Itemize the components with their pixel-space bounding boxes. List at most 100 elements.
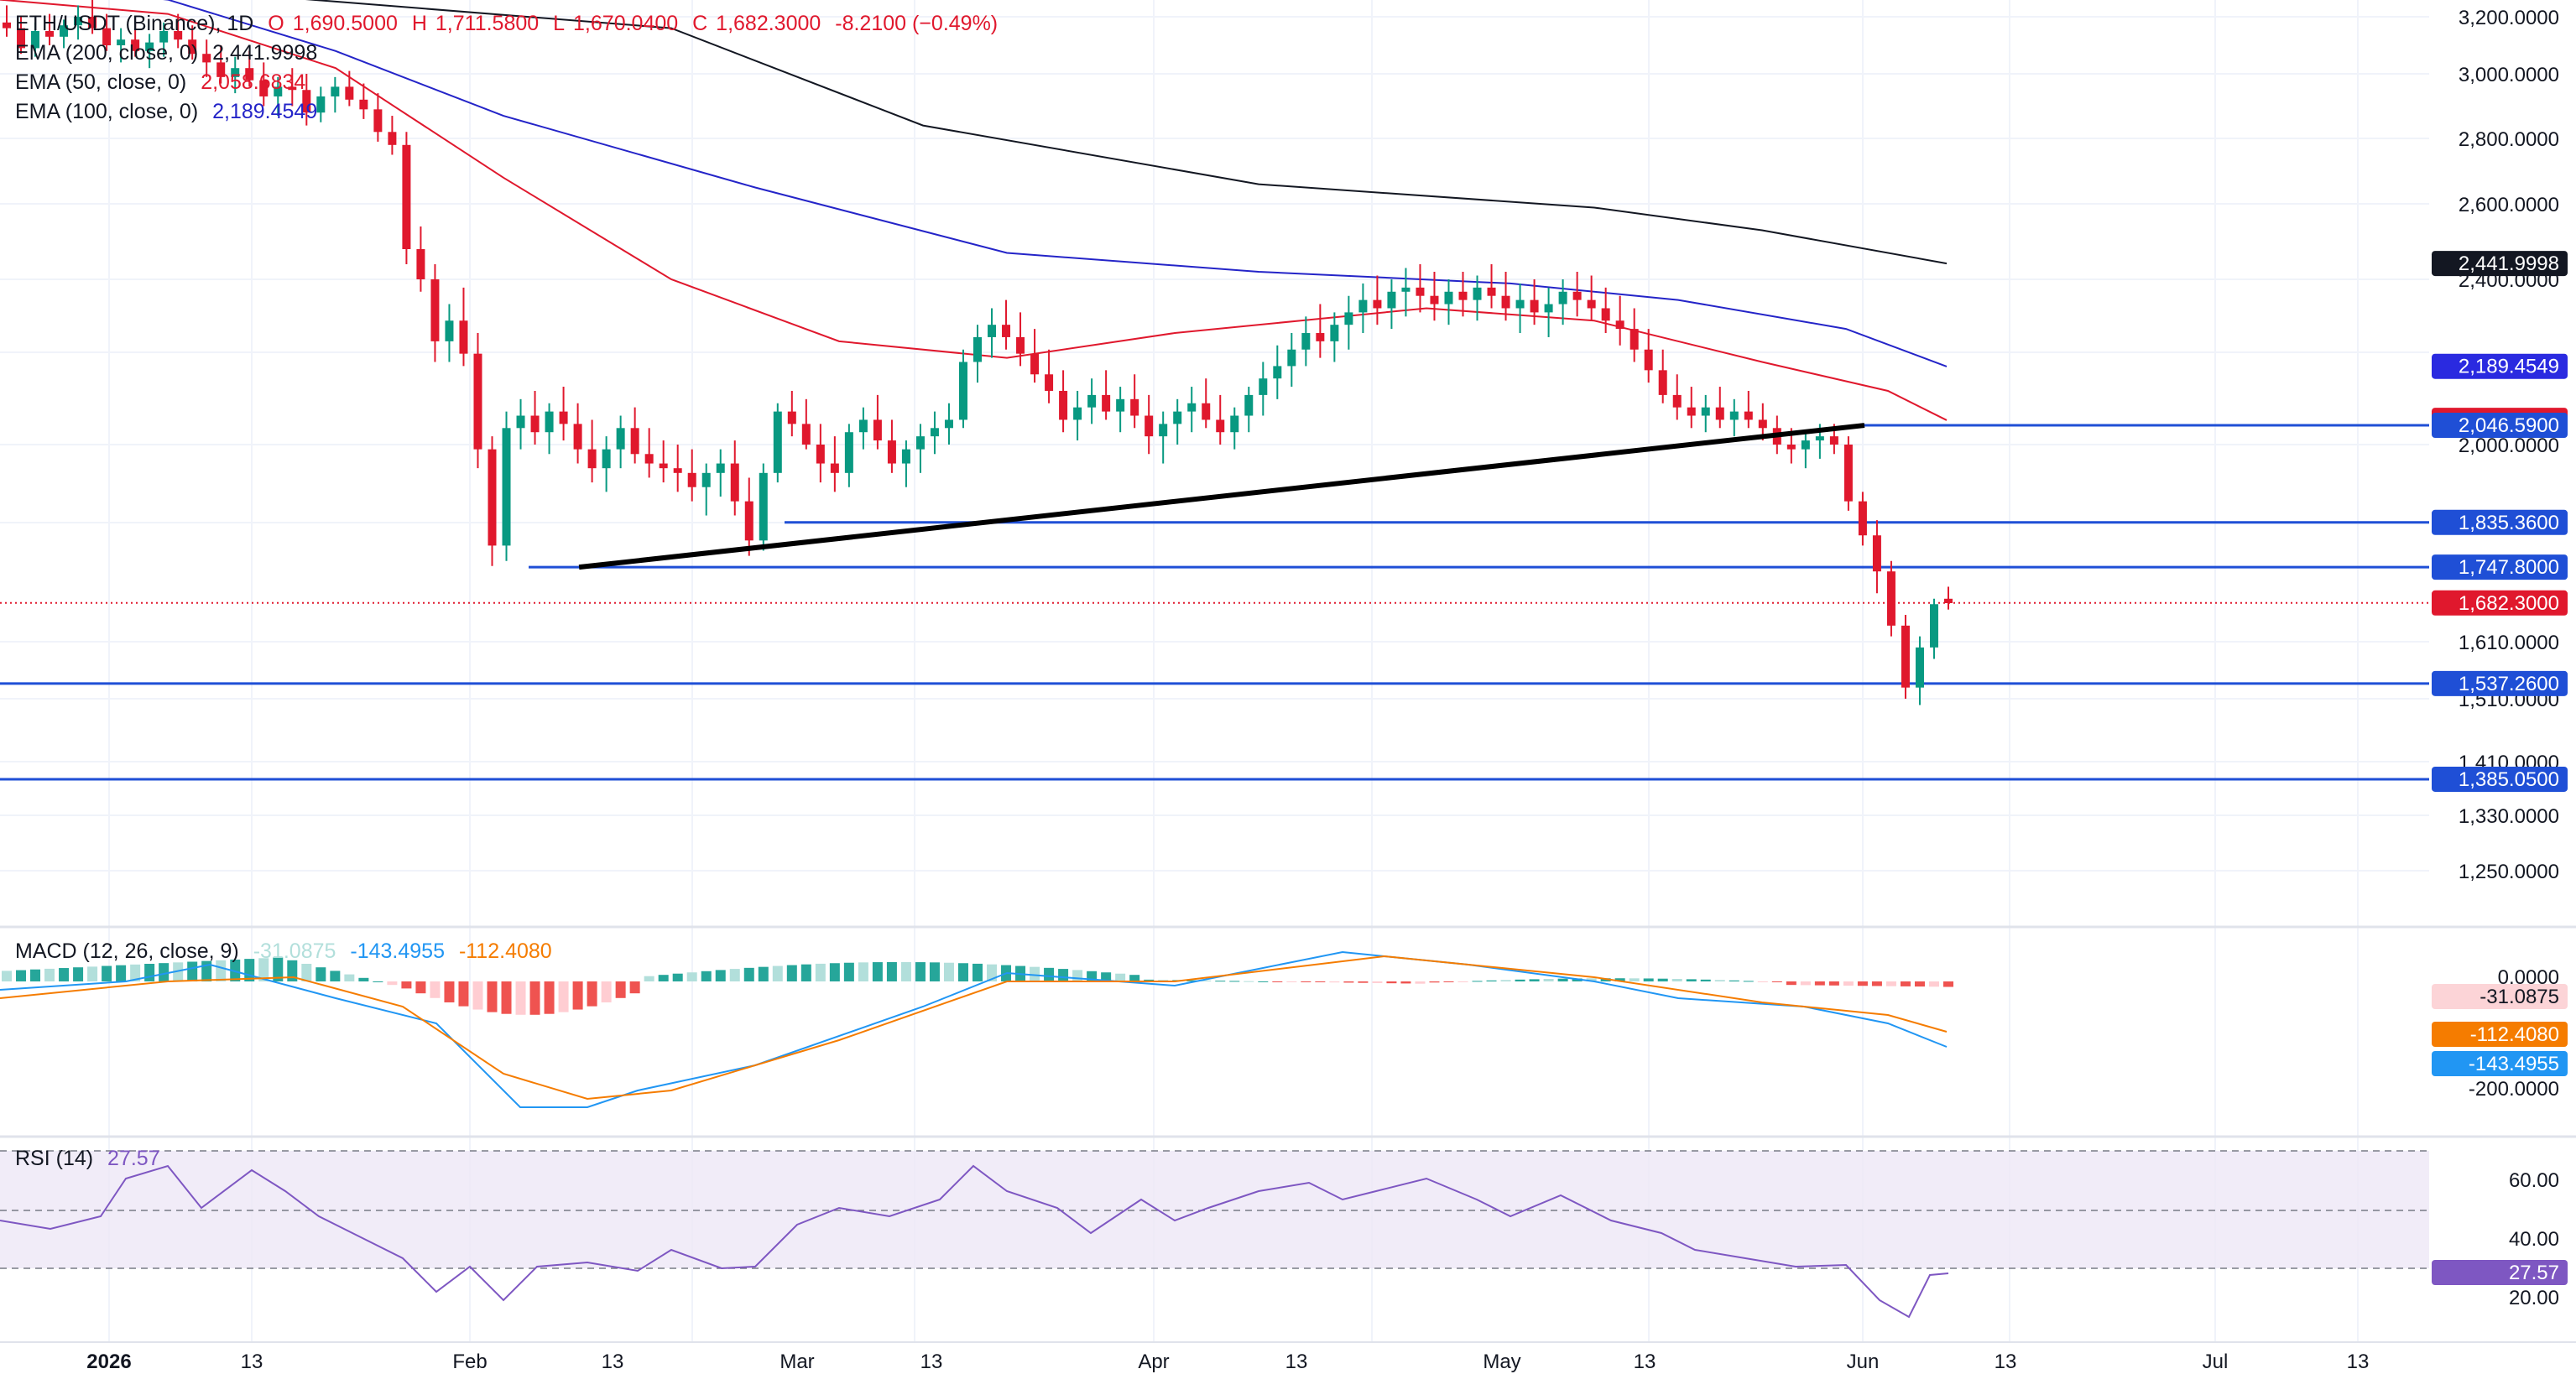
candle-body: [844, 432, 853, 473]
price-tag-text: 1,385.0500: [2459, 768, 2559, 791]
ema100-value: 2,189.4549: [212, 100, 318, 123]
candle-body: [915, 436, 925, 450]
time-tick-label: Feb: [452, 1351, 487, 1373]
rsi-legend[interactable]: RSI (14) 27.57: [15, 1147, 169, 1171]
candle-body: [1843, 445, 1853, 502]
macd-histogram-bar: [1500, 980, 1511, 981]
pane-separators[interactable]: [0, 925, 2576, 1343]
macd-histogram-bar: [1543, 979, 1554, 981]
macd-histogram-bar: [1329, 981, 1340, 983]
candle-body: [188, 39, 197, 55]
ema200-line: [305, 0, 1948, 265]
macd-legend[interactable]: MACD (12, 26, close, 9) -31.0875 -143.49…: [15, 939, 561, 964]
macd-histogram-bar: [373, 981, 383, 982]
candle-body: [1316, 333, 1325, 341]
candle-body: [1687, 407, 1696, 416]
candle-body: [973, 336, 982, 362]
macd-histogram-bar: [701, 971, 712, 981]
candle-body: [1216, 419, 1225, 433]
candle-body: [1915, 647, 1924, 688]
macd-histogram-bar: [858, 962, 868, 981]
candle-body: [1458, 291, 1468, 300]
macd-histogram-bar: [1358, 981, 1369, 983]
candle-body: [1344, 312, 1353, 325]
candle-body: [102, 28, 112, 45]
macd-line-value: -143.4955: [350, 939, 445, 963]
candle-body: [88, 17, 97, 29]
candle-body: [1416, 287, 1425, 296]
rsi-pane: [0, 1150, 2429, 1319]
candle-body: [1929, 604, 1938, 648]
macd-histogram-bar: [315, 967, 326, 981]
macd-histogram-bar: [615, 981, 626, 998]
candle-body: [117, 39, 126, 45]
macd-histogram-bar: [44, 968, 55, 981]
macd-histogram-bar: [1914, 981, 1925, 987]
candle-body: [773, 411, 782, 473]
candle-body: [616, 428, 625, 450]
rsi-axis: 60.00 40.00 20.00 27.57: [2432, 1169, 2568, 1309]
candle-body: [545, 411, 554, 433]
time-axis[interactable]: 2026 13 Feb 13 Mar 13 Apr 13 May 13 Jun 13 Jul 13: [86, 1351, 2369, 1373]
price-change: -8.2100 (−0.49%): [835, 12, 999, 35]
candle-body: [530, 415, 540, 433]
macd-histogram-bar: [1515, 979, 1525, 981]
macd-histogram-bar: [501, 981, 512, 1014]
candle-body: [445, 320, 454, 341]
ema100-legend[interactable]: EMA (100, close, 0) 2,189.4549: [15, 100, 326, 124]
macd-histogram-bar: [915, 962, 926, 981]
macd-histogram-bar: [2, 971, 12, 981]
macd-tag: [2432, 984, 2568, 1009]
macd-histogram-bar: [444, 981, 455, 1002]
macd-histogram-bar: [515, 981, 526, 1015]
candle-body: [1287, 349, 1296, 367]
candle-body: [1116, 398, 1125, 412]
macd-histogram-bar: [16, 970, 27, 981]
candles: [3, 0, 1953, 705]
candle-body: [1059, 390, 1068, 420]
price-tag: [2432, 353, 2568, 379]
candle-body: [416, 249, 425, 279]
time-tick-label: Apr: [1138, 1351, 1169, 1373]
trendline[interactable]: [578, 423, 1865, 570]
macd-histogram-bar: [572, 981, 583, 1010]
time-tick-label: Jun: [1847, 1351, 1880, 1373]
candle-body: [31, 31, 40, 49]
time-tick-label: 13: [1634, 1351, 1656, 1373]
candle-body: [1301, 333, 1311, 350]
macd-histogram-bar: [1843, 981, 1854, 986]
macd-histogram-bar: [273, 957, 284, 981]
macd-histogram-bar: [1557, 978, 1568, 981]
macd-histogram-bar: [558, 981, 569, 1012]
macd-histogram-bar: [387, 981, 398, 986]
macd-histogram-bar: [1129, 975, 1140, 981]
macd-signal-value: -112.4080: [458, 939, 552, 963]
horizontal-levels[interactable]: [0, 424, 2429, 781]
macd-histogram-bar: [301, 964, 312, 981]
candle-body: [716, 463, 725, 473]
ema50-legend[interactable]: EMA (50, close, 0) 2,058.6834: [15, 70, 314, 95]
macd-histogram-bar: [943, 962, 954, 981]
ema200-legend[interactable]: EMA (200, close, 0) 2,441.9998: [15, 41, 326, 65]
ema200-value: 2,441.9998: [212, 41, 318, 65]
candle-body: [216, 62, 226, 77]
candle-body: [430, 279, 440, 341]
macd-histogram-bar: [886, 961, 897, 981]
price-axis[interactable]: 3,200.0000 3,000.0000 2,800.0000 2,600.0000…: [2459, 7, 2559, 883]
candle-body: [1387, 291, 1396, 309]
price-tag-text: 1,747.8000: [2459, 556, 2559, 579]
macd-histogram-bar: [1429, 981, 1440, 983]
macd-histogram-bar: [1101, 972, 1112, 981]
candle-body: [502, 428, 511, 546]
macd-histogram-bar: [458, 981, 469, 1007]
candle-body: [3, 22, 11, 29]
macd-histogram-bar: [1871, 981, 1882, 986]
macd-histogram-bar: [1643, 978, 1654, 981]
macd-histogram-bar: [1529, 979, 1540, 981]
macd-histogram-bar: [287, 960, 298, 981]
macd-tick-label: -200.0000: [2469, 1078, 2559, 1101]
macd-histogram-bar: [587, 981, 597, 1007]
price-tick-label: 1,330.0000: [2459, 805, 2559, 828]
macd-histogram-bar: [1757, 981, 1768, 982]
